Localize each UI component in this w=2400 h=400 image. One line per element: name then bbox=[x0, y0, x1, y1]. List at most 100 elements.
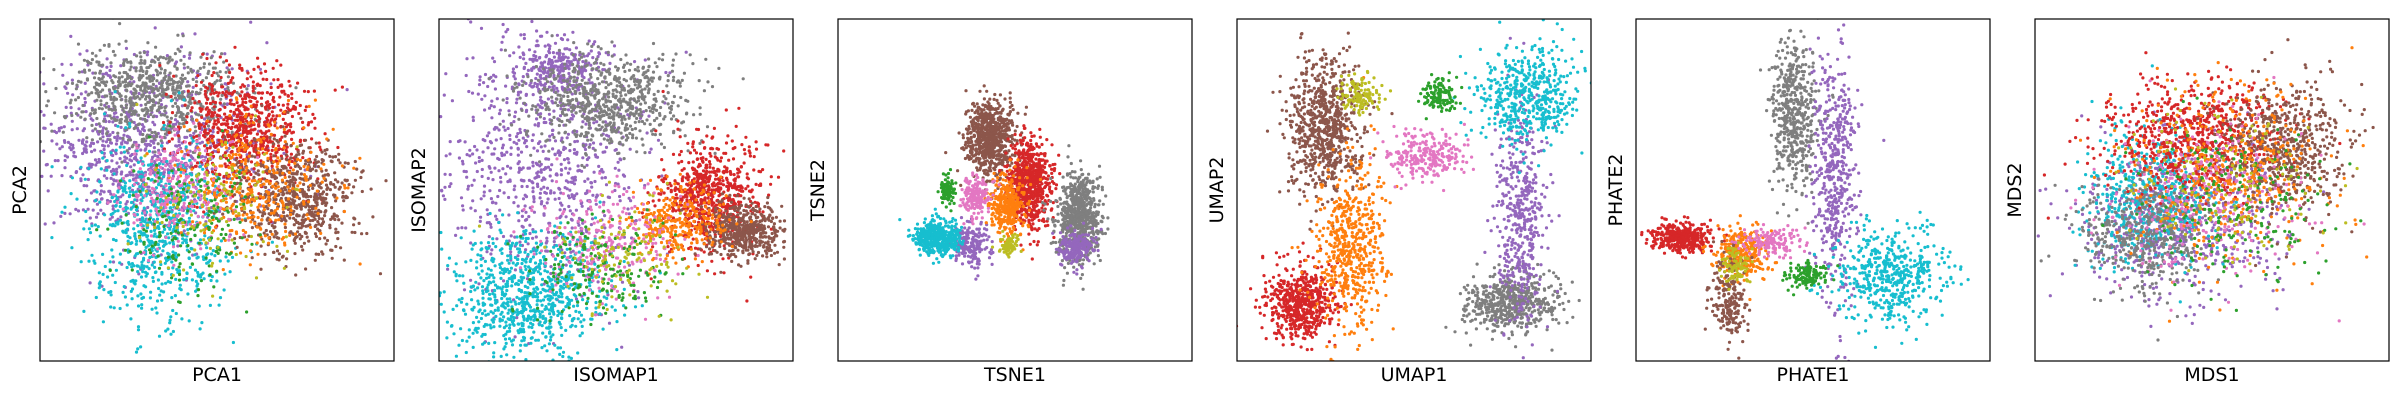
scatter-point bbox=[95, 88, 99, 92]
scatter-point bbox=[192, 209, 196, 213]
scatter-point bbox=[40, 174, 44, 178]
scatter-point bbox=[173, 118, 178, 122]
scatter-point bbox=[228, 70, 232, 75]
scatter-point bbox=[293, 241, 297, 245]
scatter-point bbox=[176, 231, 180, 235]
scatter-point bbox=[137, 170, 141, 174]
scatter-point bbox=[231, 139, 235, 144]
scatter-point bbox=[575, 139, 580, 143]
scatter-point bbox=[163, 113, 167, 117]
scatter-point bbox=[139, 292, 143, 296]
scatter-point bbox=[269, 85, 273, 90]
scatter-point bbox=[124, 126, 128, 130]
scatter-point bbox=[141, 89, 145, 93]
scatter-point bbox=[203, 184, 207, 188]
scatter-point bbox=[70, 78, 74, 82]
scatter-point bbox=[177, 139, 181, 144]
scatter-point bbox=[130, 268, 134, 272]
scatter-point bbox=[114, 268, 118, 272]
scatter-point bbox=[545, 30, 549, 34]
scatter-point bbox=[269, 211, 273, 215]
scatter-point bbox=[519, 16, 522, 19]
scatter-point bbox=[549, 271, 553, 276]
scatter-point bbox=[264, 185, 268, 189]
scatter-point bbox=[278, 147, 282, 151]
scatter-point bbox=[273, 120, 277, 124]
scatter-point bbox=[230, 238, 234, 242]
scatter-point bbox=[136, 347, 140, 351]
scatter-point bbox=[259, 267, 263, 271]
scatter-point bbox=[225, 220, 229, 224]
scatter-point bbox=[99, 99, 103, 103]
scatter-point bbox=[151, 198, 155, 203]
scatter-point bbox=[258, 226, 262, 230]
scatter-point bbox=[124, 106, 128, 110]
scatter-point bbox=[158, 110, 162, 114]
scatter-point bbox=[173, 101, 178, 105]
scatter-point bbox=[227, 63, 231, 67]
scatter-point bbox=[69, 34, 73, 39]
scatter-point bbox=[168, 55, 172, 59]
scatter-point bbox=[319, 167, 323, 171]
scatter-point bbox=[119, 151, 123, 155]
scatter-point bbox=[267, 169, 272, 173]
scatter-point bbox=[180, 208, 184, 212]
scatter-point bbox=[264, 179, 268, 183]
scatter-point bbox=[242, 172, 246, 176]
scatter-point bbox=[224, 90, 228, 94]
scatter-point bbox=[106, 201, 110, 205]
scatter-point bbox=[299, 116, 303, 120]
scatter-point bbox=[257, 120, 261, 124]
scatter-point bbox=[542, 167, 546, 171]
scatter-point bbox=[158, 92, 162, 96]
scatter-point bbox=[158, 234, 162, 238]
scatter-point bbox=[229, 196, 233, 200]
scatter-point bbox=[124, 39, 128, 43]
scatter-point bbox=[285, 150, 289, 154]
scatter-point bbox=[109, 151, 113, 155]
scatter-point bbox=[444, 72, 448, 76]
scatter-point bbox=[482, 194, 486, 198]
scatter-point bbox=[144, 97, 148, 101]
scatter-point bbox=[281, 125, 285, 129]
scatter-point bbox=[131, 101, 135, 105]
scatter-point bbox=[49, 122, 53, 126]
scatter-point bbox=[162, 209, 166, 213]
scatter-point bbox=[117, 165, 121, 169]
scatter-point bbox=[603, 226, 607, 230]
scatter-point bbox=[164, 157, 168, 161]
scatter-point bbox=[292, 184, 296, 188]
scatter-point bbox=[128, 68, 132, 72]
scatter-point bbox=[276, 85, 280, 89]
scatter-point bbox=[148, 251, 153, 255]
scatter-point bbox=[189, 180, 194, 185]
scatter-point bbox=[249, 185, 253, 189]
scatter-point bbox=[87, 259, 91, 263]
scatter-point bbox=[186, 220, 190, 224]
scatter-point bbox=[269, 230, 273, 234]
scatter-point bbox=[149, 234, 153, 238]
scatter-point bbox=[521, 166, 525, 170]
scatter-point bbox=[239, 182, 243, 186]
scatter-point bbox=[259, 96, 264, 100]
scatter-point bbox=[173, 64, 177, 68]
scatter-point bbox=[90, 51, 95, 55]
scatter-point bbox=[333, 155, 338, 159]
scatter-point bbox=[289, 152, 293, 156]
scatter-point bbox=[269, 155, 273, 159]
scatter-point bbox=[300, 188, 305, 192]
scatter-point bbox=[290, 131, 294, 135]
scatter-point bbox=[304, 105, 308, 109]
scatter-point bbox=[341, 190, 345, 195]
scatter-point bbox=[323, 148, 327, 152]
scatter-point bbox=[158, 173, 162, 177]
scatter-point bbox=[179, 164, 183, 168]
scatter-point bbox=[274, 218, 278, 222]
scatter-point bbox=[94, 54, 98, 58]
scatter-point bbox=[186, 228, 190, 232]
scatter-point bbox=[163, 191, 167, 195]
scatter-point bbox=[163, 71, 167, 75]
scatter-point bbox=[336, 237, 340, 241]
scatter-point bbox=[294, 273, 298, 277]
scatter-point bbox=[77, 107, 81, 111]
